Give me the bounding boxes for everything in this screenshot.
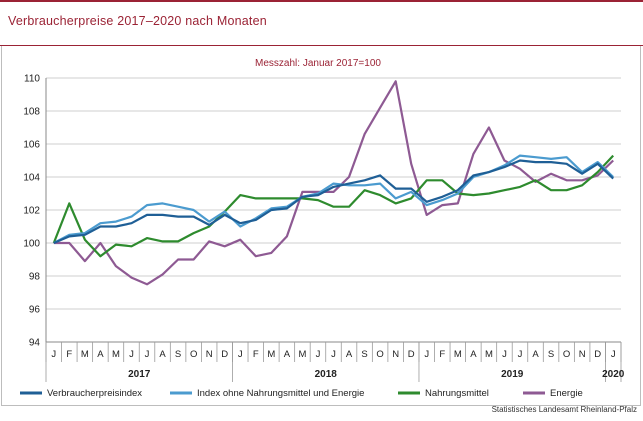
x-tick-label-month: M <box>112 349 120 360</box>
legend-label: Energie <box>550 388 583 399</box>
y-tick-label-94: 94 <box>29 338 41 349</box>
x-tick-label-month: O <box>190 349 197 360</box>
x-tick-label-month: O <box>563 349 570 360</box>
source-note: Statistisches Landesamt Rheinland-Pfalz <box>491 405 637 414</box>
x-tick-label-month: M <box>81 349 89 360</box>
x-tick-label-month: M <box>267 349 275 360</box>
y-tick-label-100: 100 <box>23 239 40 250</box>
chart-frame <box>1 46 641 406</box>
x-tick-label-month: A <box>470 349 477 360</box>
series-line-verbraucherpreisindex <box>53 159 614 245</box>
series-lines <box>52 80 615 286</box>
x-year-label-2018: 2018 <box>315 369 338 380</box>
series-line-nahrungsmittel <box>52 154 615 258</box>
title-divider <box>0 45 643 46</box>
y-tick-label-108: 108 <box>23 107 40 118</box>
x-tick-label-month: N <box>579 349 586 360</box>
x-tick-label-month: D <box>408 349 415 360</box>
y-tick-label-96: 96 <box>29 305 41 316</box>
y-tick-label-106: 106 <box>23 140 40 151</box>
gridlines <box>46 77 621 343</box>
x-axis: J F M A M J J A S O N D J F M A M J J A S O N D J F M A M J J A S O N D J201… <box>45 341 625 382</box>
x-tick-label-month: D <box>594 349 601 360</box>
x-tick-label-month: F <box>439 349 445 360</box>
x-tick-label-month: M <box>485 349 493 360</box>
x-tick-label-month: J <box>424 349 429 360</box>
y-tick-label-110: 110 <box>24 74 40 85</box>
x-tick-label-month: J <box>238 349 243 360</box>
series-line-index-ohne-nahrungsmittel-und-energie <box>53 154 614 244</box>
x-tick-label-month: F <box>253 349 259 360</box>
x-tick-label-month: M <box>454 349 462 360</box>
x-year-label-2017: 2017 <box>128 369 151 380</box>
y-tick-label-104: 104 <box>23 173 40 184</box>
series-line-energie <box>53 80 614 286</box>
x-tick-label-month: O <box>376 349 383 360</box>
x-tick-label-month: N <box>206 349 213 360</box>
y-axis: 94 96 98 100 102 104 106 108 110 <box>23 74 47 349</box>
x-tick-label-month: D <box>221 349 228 360</box>
x-tick-label-month: A <box>346 349 353 360</box>
x-tick-label-month: J <box>129 349 134 360</box>
y-tick-label-102: 102 <box>23 206 40 217</box>
x-tick-label-month: S <box>361 349 367 360</box>
legend-label: Nahrungsmittel <box>425 388 489 399</box>
x-tick-label-month: A <box>284 349 291 360</box>
legend-label: Index ohne Nahrungsmittel und Energie <box>197 388 364 399</box>
page-title: Verbraucherpreise 2017–2020 nach Monaten <box>8 14 267 28</box>
x-tick-label-month: J <box>51 349 56 360</box>
legend-label: Verbraucherpreisindex <box>47 388 142 399</box>
x-tick-label-month: J <box>316 349 321 360</box>
x-tick-label-month: S <box>548 349 554 360</box>
x-tick-label-month: J <box>331 349 336 360</box>
x-tick-label-month: A <box>159 349 166 360</box>
y-tick-label-98: 98 <box>29 272 41 283</box>
header-accent-rule <box>0 0 643 2</box>
x-tick-label-month: M <box>298 349 306 360</box>
x-tick-label-month: J <box>518 349 523 360</box>
legend: Verbraucherpreisindex Index ohne Nahrungs… <box>20 388 583 399</box>
x-tick-label-month: N <box>392 349 399 360</box>
x-tick-label-month: A <box>97 349 104 360</box>
x-year-label-2020: 2020 <box>602 369 625 380</box>
x-tick-label-month: F <box>66 349 72 360</box>
x-year-label-2019: 2019 <box>501 369 524 380</box>
x-tick-label-month: J <box>145 349 150 360</box>
chart-subtitle: Messzahl: Januar 2017=100 <box>255 58 381 69</box>
x-tick-label-month: J <box>611 349 616 360</box>
x-tick-label-month: A <box>532 349 539 360</box>
x-tick-label-month: S <box>175 349 181 360</box>
x-tick-label-month: J <box>502 349 507 360</box>
